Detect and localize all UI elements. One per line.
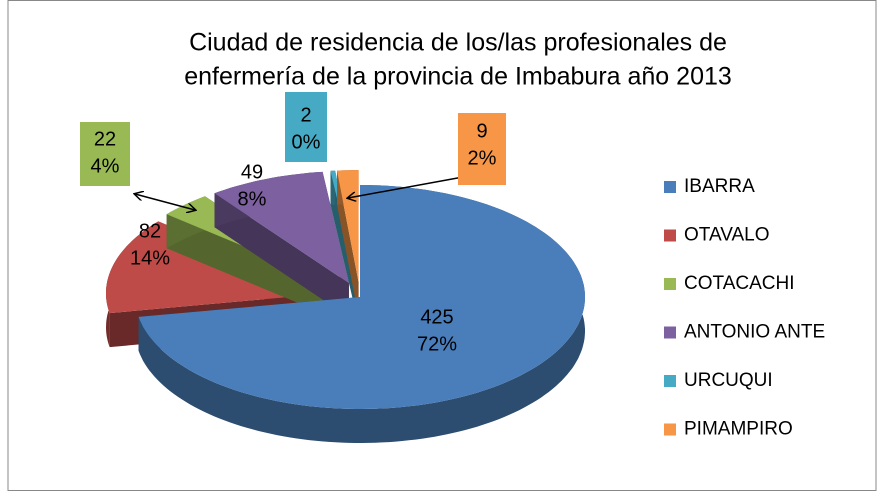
slice-wall — [214, 193, 349, 318]
legend-swatch — [664, 229, 676, 242]
slice-wall — [166, 214, 340, 321]
data-label-value: 425 — [420, 306, 453, 328]
data-label-percent: 2% — [468, 147, 497, 169]
chart-title: Ciudad de residencia de los/las profesio… — [189, 29, 727, 57]
data-label-box — [80, 122, 130, 186]
data-label-value: 49 — [241, 161, 263, 183]
legend-swatch — [664, 278, 676, 290]
legend-label: OTAVALO — [684, 225, 770, 246]
data-label-value: 9 — [476, 120, 487, 142]
data-label-percent: 8% — [238, 188, 267, 210]
data-label-percent: 4% — [91, 155, 120, 177]
legend-swatch — [664, 181, 676, 193]
slice — [214, 171, 349, 284]
data-label-box — [285, 92, 327, 162]
data-label-percent: 0% — [292, 131, 321, 153]
legend-swatch — [664, 375, 676, 387]
chart-title: enfermería de la provincia de Imbabura a… — [184, 63, 732, 91]
legend-label: PIMAMPIRO — [684, 419, 793, 440]
slice-wall — [337, 170, 359, 317]
legend-swatch — [664, 423, 676, 436]
legend-label: IBARRA — [684, 176, 755, 197]
legend-label: COTACACHI — [684, 273, 794, 294]
legend-swatch — [664, 326, 676, 339]
data-label-value: 82 — [139, 220, 161, 242]
data-label-box — [458, 113, 506, 185]
data-label-percent: 72% — [417, 333, 457, 355]
slice — [138, 185, 585, 409]
legend-label: URCUQUI — [684, 370, 773, 391]
leader-arrow — [135, 194, 195, 210]
leader-arrow — [348, 175, 474, 198]
data-label-percent: 14% — [130, 247, 170, 269]
data-label-value: 22 — [94, 128, 116, 150]
data-label-value: 2 — [300, 104, 311, 126]
legend-label: ANTONIO ANTE — [684, 322, 825, 343]
